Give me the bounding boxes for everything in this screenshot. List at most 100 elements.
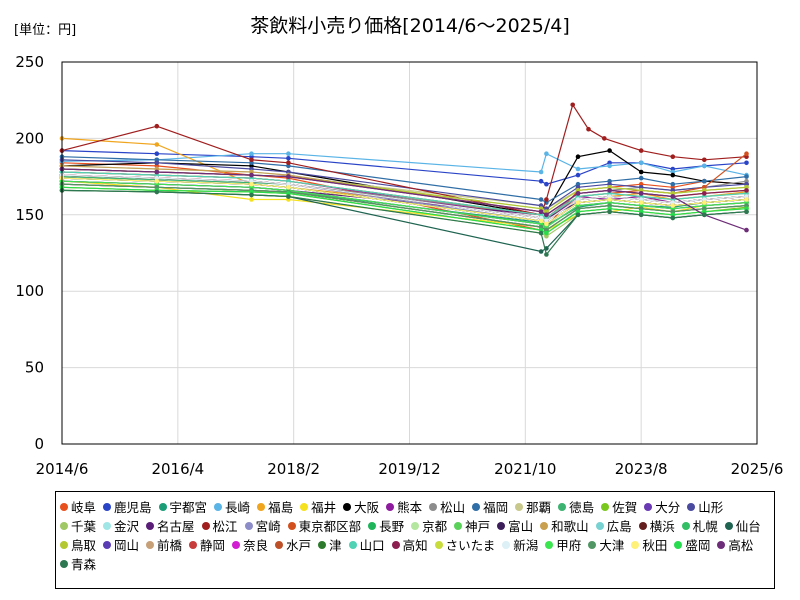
series-高松 (59, 166, 749, 233)
unit-label: [単位：円] (14, 22, 76, 38)
data-point (544, 230, 549, 236)
legend-marker (232, 540, 241, 549)
legend-item: 那覇 (515, 497, 551, 516)
series-layer (59, 102, 749, 257)
data-point (575, 212, 581, 218)
legend-item: 福島 (257, 497, 293, 516)
legend-label: 大津 (599, 538, 625, 553)
legend-item: 千葉 (60, 516, 96, 535)
grid (61, 61, 758, 445)
data-point (286, 156, 291, 161)
legend-item: 神戸 (454, 516, 490, 535)
data-point (538, 209, 544, 214)
y-axis: 0 50 100 150 200 250 (15, 53, 44, 453)
legend-label: 前橋 (157, 538, 183, 553)
y-tick-label: 250 (15, 53, 44, 71)
legend-marker (189, 540, 198, 549)
data-point (607, 188, 612, 193)
legend-marker (638, 521, 647, 530)
legend-item: 佐賀 (601, 497, 637, 516)
legend-item: 金沢 (103, 516, 139, 535)
legend-label: 札幌 (692, 519, 718, 534)
legend-marker (687, 502, 696, 511)
legend-label: 福島 (268, 500, 294, 515)
legend-label: 仙台 (735, 519, 761, 534)
legend-marker (343, 502, 352, 511)
data-point (286, 194, 291, 199)
x-tick-label: 2016/4 (151, 460, 204, 478)
legend-marker (103, 521, 112, 530)
data-point (702, 178, 707, 184)
legend-item: 和歌山 (540, 516, 589, 535)
data-point (575, 166, 581, 172)
legend-item: 京都 (411, 516, 447, 535)
data-point (702, 163, 707, 169)
data-point (544, 212, 549, 218)
x-tick-label: 2023/8 (615, 460, 668, 478)
legend-label: 高松 (728, 538, 754, 553)
data-point (702, 200, 707, 205)
data-point (249, 181, 254, 187)
legend-label: 東京都区部 (298, 519, 362, 534)
legend-marker (391, 540, 400, 549)
legend-label: 岡山 (114, 538, 140, 553)
data-point (249, 197, 254, 202)
data-point (575, 200, 581, 205)
legend-marker (595, 521, 604, 530)
data-point (538, 169, 544, 175)
legend-label: 松江 (212, 519, 238, 534)
legend-label: 高知 (402, 538, 428, 553)
data-point (670, 215, 676, 221)
data-point (702, 157, 707, 163)
legend-label: 長野 (379, 519, 405, 534)
legend-item: 長野 (368, 516, 404, 535)
legend-marker (146, 521, 155, 530)
data-point (249, 192, 254, 198)
series-line (61, 156, 747, 204)
legend-item: 大分 (644, 497, 680, 516)
legend-item: 横浜 (638, 516, 675, 535)
legend-marker (429, 502, 438, 511)
legend-item: 水戸 (275, 535, 311, 554)
legend-marker (60, 521, 68, 530)
legend-label: さいたま (445, 538, 496, 553)
data-point (744, 188, 749, 193)
series-秋田 (59, 175, 749, 227)
legend-item: 甲府 (545, 535, 581, 554)
legend-marker (588, 540, 597, 549)
legend-label: 大分 (655, 500, 681, 515)
series-line (61, 150, 747, 185)
data-point (744, 174, 749, 179)
data-point (670, 203, 676, 208)
legend-item: 東京都区部 (287, 516, 362, 535)
legend-marker (411, 521, 420, 530)
legend-label: 千葉 (71, 519, 97, 534)
data-point (638, 160, 644, 166)
data-point (544, 197, 549, 202)
series-line (61, 180, 747, 228)
legend-item: 盛岡 (674, 535, 710, 554)
data-point (286, 151, 291, 156)
y-tick-label: 0 (34, 435, 44, 453)
data-point (638, 148, 644, 153)
data-point (602, 136, 607, 141)
chart-title: 茶飲料小売り価格[2014/6～2025/4] (250, 15, 570, 37)
legend-marker (681, 521, 690, 530)
data-point (286, 160, 291, 166)
data-point (154, 178, 160, 184)
legend-item: 高知 (391, 535, 428, 554)
legend-label: 松山 (440, 500, 466, 515)
legend-marker (386, 502, 395, 511)
data-point (154, 160, 160, 166)
data-point (544, 221, 549, 227)
legend-marker (300, 502, 309, 511)
data-point (702, 191, 707, 196)
legend-marker (214, 502, 223, 511)
legend-marker (275, 540, 284, 549)
legend-label: 宇都宮 (169, 500, 208, 515)
data-point (575, 172, 581, 178)
legend-marker (434, 540, 443, 549)
legend-item: 奈良 (232, 535, 268, 554)
series-line (61, 186, 747, 234)
legend-label: 長崎 (225, 500, 251, 515)
